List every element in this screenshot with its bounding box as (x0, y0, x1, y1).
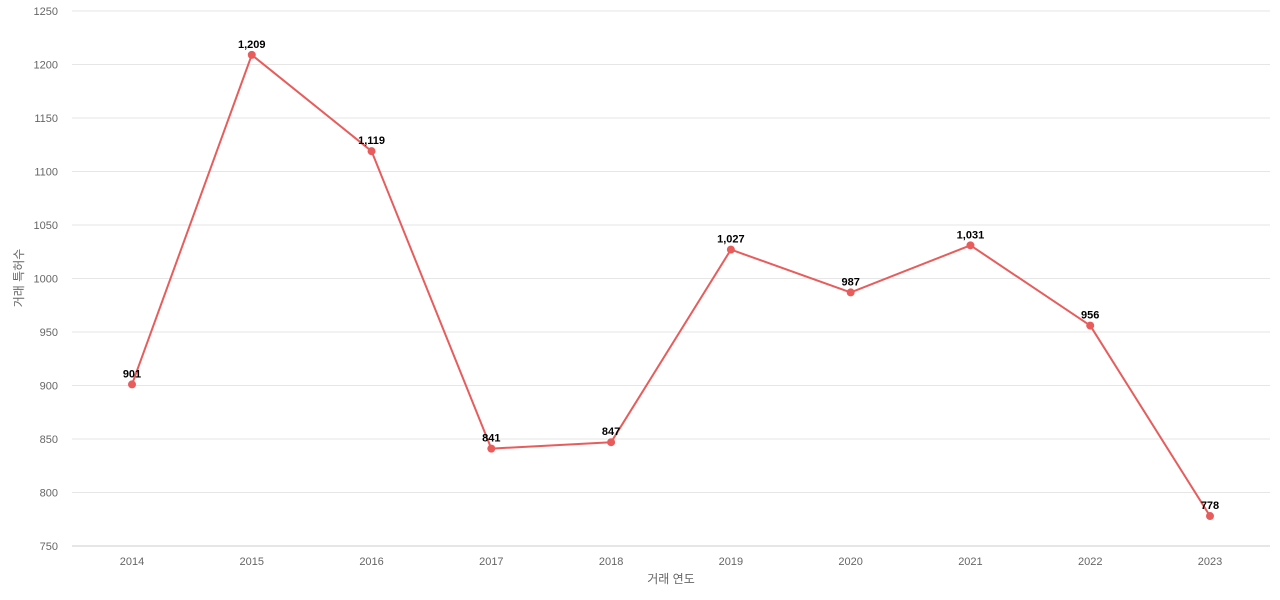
x-axis-title: 거래 연도 (647, 572, 695, 586)
data-points (128, 50, 1214, 521)
x-tick-label: 2023 (1198, 556, 1222, 568)
data-label: 778 (1201, 500, 1219, 512)
y-tick-label: 900 (40, 381, 58, 393)
y-tick-label: 1250 (34, 6, 58, 18)
data-label: 987 (841, 276, 859, 288)
x-tick-label: 2014 (120, 556, 144, 568)
x-tick-label: 2018 (599, 556, 623, 568)
data-point (247, 50, 256, 59)
data-point (487, 444, 496, 453)
data-point (1086, 321, 1095, 330)
y-tick-label: 850 (40, 434, 58, 446)
y-tick-label: 1050 (34, 220, 58, 232)
y-axis-ticks: 750 800 850 900 950 1000 1050 1100 1150 1200 1250 (34, 6, 58, 553)
x-tick-label: 2016 (359, 556, 383, 568)
data-label: 1,119 (358, 135, 385, 147)
data-label: 956 (1081, 310, 1099, 322)
data-point (128, 380, 136, 389)
x-tick-label: 2019 (719, 556, 743, 568)
series-line-group (131, 53, 1211, 517)
x-tick-label: 2015 (240, 556, 264, 568)
y-tick-label: 1200 (34, 60, 58, 72)
data-label: 1,031 (957, 229, 985, 241)
y-tick-label: 1100 (34, 167, 58, 179)
data-label: 901 (123, 368, 141, 380)
x-tick-label: 2020 (838, 556, 862, 568)
y-tick-label: 950 (40, 327, 58, 339)
x-axis-ticks: 2014 2015 2016 2017 2018 2019 2020 2021 2022 2023 (120, 556, 1222, 568)
data-label: 841 (482, 433, 500, 445)
x-tick-label: 2021 (958, 556, 982, 568)
x-tick-label: 2017 (479, 556, 503, 568)
data-point (966, 241, 975, 250)
y-tick-label: 1150 (34, 113, 58, 125)
data-point (367, 147, 376, 156)
y-tick-label: 750 (40, 541, 58, 553)
y-tick-label: 800 (40, 488, 58, 500)
data-point (846, 288, 855, 297)
data-label: 847 (602, 426, 620, 438)
gridlines (72, 10, 1270, 547)
data-labels: 901 1,209 1,119 841 847 1,027 987 1,031 956 778 (123, 39, 1219, 512)
data-label: 1,027 (717, 234, 745, 246)
data-point (607, 438, 616, 447)
data-point (726, 245, 735, 254)
y-tick-label: 1000 (34, 274, 58, 286)
y-axis-title: 거래 특허수 (12, 249, 26, 308)
series-line (131, 53, 1211, 517)
data-point (1206, 512, 1214, 521)
x-tick-label: 2022 (1078, 556, 1102, 568)
data-label: 1,209 (238, 39, 266, 51)
